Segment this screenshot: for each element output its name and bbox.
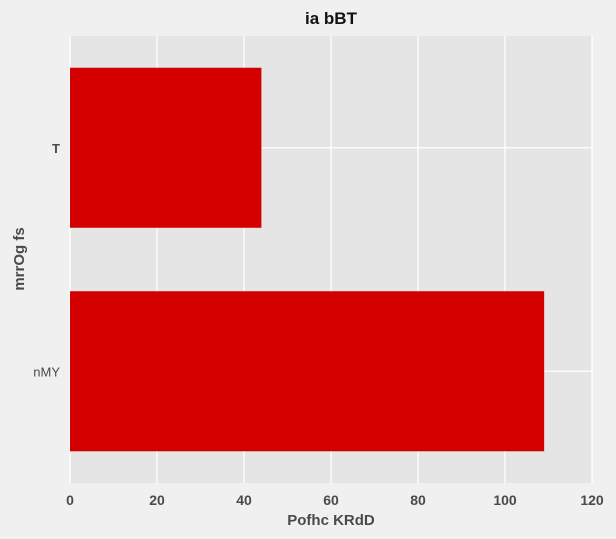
x-tick-label: 0 <box>66 492 74 508</box>
x-tick-label: 80 <box>410 492 426 508</box>
chart-title: ia bBT <box>305 9 358 28</box>
x-tick-label: 120 <box>580 492 604 508</box>
bar <box>70 67 262 228</box>
x-tick-label: 40 <box>236 492 252 508</box>
y-tick-label: T <box>52 141 60 156</box>
x-axis-ticks: 0 20 40 60 80 100 120 <box>66 492 604 508</box>
bars <box>70 67 545 452</box>
x-tick-label: 100 <box>493 492 517 508</box>
bar <box>70 291 545 452</box>
x-tick-label: 60 <box>323 492 339 508</box>
x-tick-label: 20 <box>149 492 165 508</box>
y-tick-label: nMY <box>33 364 60 379</box>
y-axis-label: mrrOg fs <box>11 227 28 290</box>
x-axis-label: Pofhc KRdD <box>287 512 375 529</box>
